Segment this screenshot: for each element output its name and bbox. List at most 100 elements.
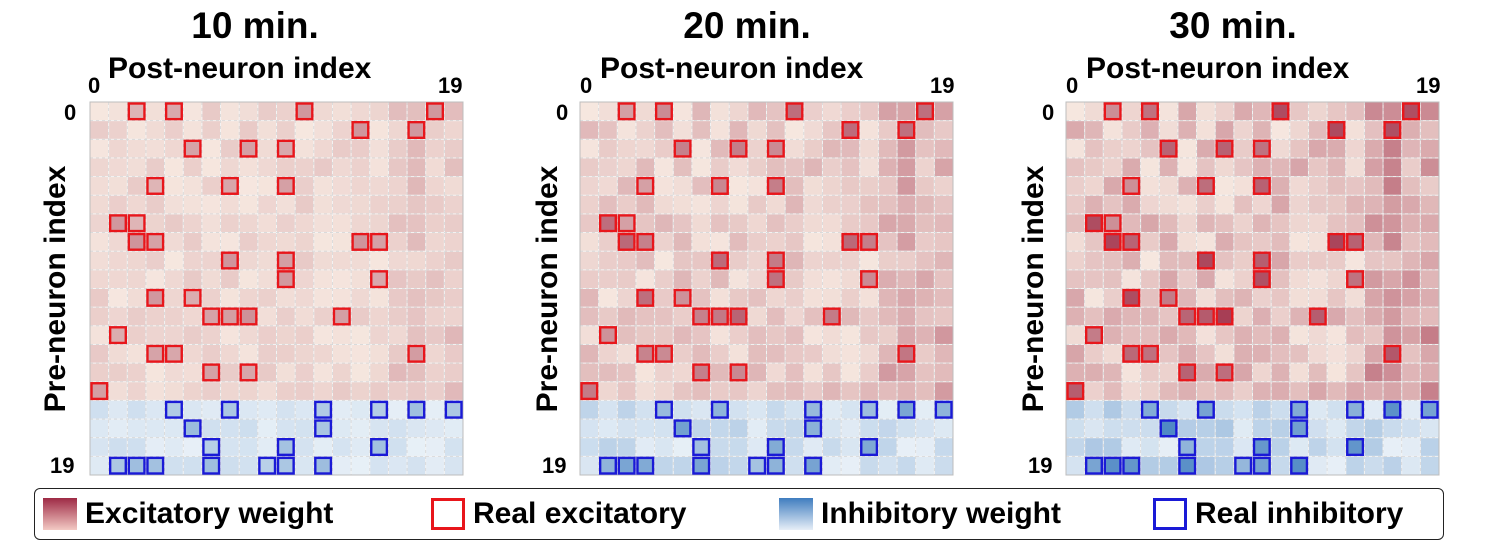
real-inhibitory-marker [146,456,165,475]
weight-cell [785,214,804,233]
weight-cell [221,363,239,382]
weight-cell [1141,363,1159,382]
weight-cell [729,139,748,158]
weight-cell [127,307,146,326]
real-inhibitory-marker [1290,400,1309,419]
weight-cell [804,139,822,158]
weight-cell [388,400,407,419]
weight-cell [916,307,934,326]
weight-cell [804,382,822,400]
weight-cell [239,251,258,270]
weight-cell [822,214,841,233]
weight-cell [878,251,897,270]
weight-cell [1420,158,1439,177]
weight-cell [314,233,332,251]
real-inhibitory-marker [748,456,767,475]
weight-cell [221,289,239,307]
weight-cell [1253,139,1271,158]
weight-cell [878,195,897,214]
weight-cell [1346,195,1364,214]
legend: Excitatory weight Real excitatory Inhibi… [34,488,1444,540]
real-excitatory-marker [1252,139,1271,158]
weight-cell [258,158,276,177]
weight-cell [1271,121,1290,139]
weight-cell [841,400,860,419]
real-inhibitory-marker [1103,456,1122,475]
weight-cell [109,456,127,475]
weight-cell [822,195,841,214]
weight-cell [1364,400,1383,419]
legend-item-excitatory-weight: Excitatory weight [43,489,333,539]
weight-cell [599,195,617,214]
x-tick-start: 0 [88,73,101,98]
weight-cell [599,344,617,363]
weight-cell [692,419,711,438]
weight-cell [146,139,165,158]
weight-cell [1402,326,1420,344]
real-inhibitory-marker [1122,456,1141,475]
weight-cell [767,270,785,288]
weight-cell [1197,214,1215,233]
weight-cell [785,456,804,475]
real-excitatory-marker [654,344,673,363]
weight-cell [277,363,295,382]
real-excitatory-marker [636,288,655,307]
weight-cell [785,363,804,382]
weight-cell [878,419,897,438]
weight-cell [785,139,804,158]
weight-cell [878,270,897,288]
weight-cell [711,400,729,419]
weight-cell [388,195,407,214]
weight-cell [314,177,332,195]
weight-cell [146,121,165,139]
weight-cell [90,102,109,121]
weight-cell [1253,158,1271,177]
weight-cell [109,363,127,382]
weight-cell [202,121,221,139]
weight-cell [767,419,785,438]
weight-cell [1159,214,1178,233]
weight-cell [351,456,370,475]
weight-cell [580,102,599,121]
weight-cell [407,158,426,177]
real-inhibitory-marker [370,438,389,457]
weight-cell [295,382,314,400]
weight-cell [202,270,221,288]
weight-cell [878,363,897,382]
weight-cell [295,270,314,288]
weight-cell [729,419,748,438]
legend-label: Inhibitory weight [821,497,1061,530]
panel-20min: 20 min. 0 Post-neuron index 19 0 19 Pre-… [512,0,982,482]
real-excitatory-marker [654,102,673,121]
weight-cell [239,382,258,400]
weight-cell [1159,456,1178,475]
weight-cell [673,214,692,233]
weight-cell [1420,400,1439,419]
real-inhibitory-marker [164,400,183,419]
weight-cell [897,102,916,121]
weight-cell [767,121,785,139]
weight-cell [183,307,202,326]
weight-cell [692,102,711,121]
weight-cell [916,289,934,307]
weight-cell [804,270,822,288]
weight-cell [1215,214,1234,233]
weight-cell [165,214,183,233]
weight-cell [841,289,860,307]
weight-cell [599,289,617,307]
weight-cell [1420,438,1439,456]
real-excitatory-marker [202,363,221,382]
weight-cell [1215,307,1234,326]
weight-cell [1327,326,1346,344]
weight-cell [370,177,388,195]
weight-cell [636,158,655,177]
weight-cell [692,251,711,270]
weight-cell [1122,363,1141,382]
weight-cell [1215,326,1234,344]
weight-cell [1420,344,1439,363]
weight-cell [878,139,897,158]
weight-cell [1364,139,1383,158]
weight-cell [1178,382,1197,400]
weight-cell [426,139,444,158]
weight-cell [183,102,202,121]
